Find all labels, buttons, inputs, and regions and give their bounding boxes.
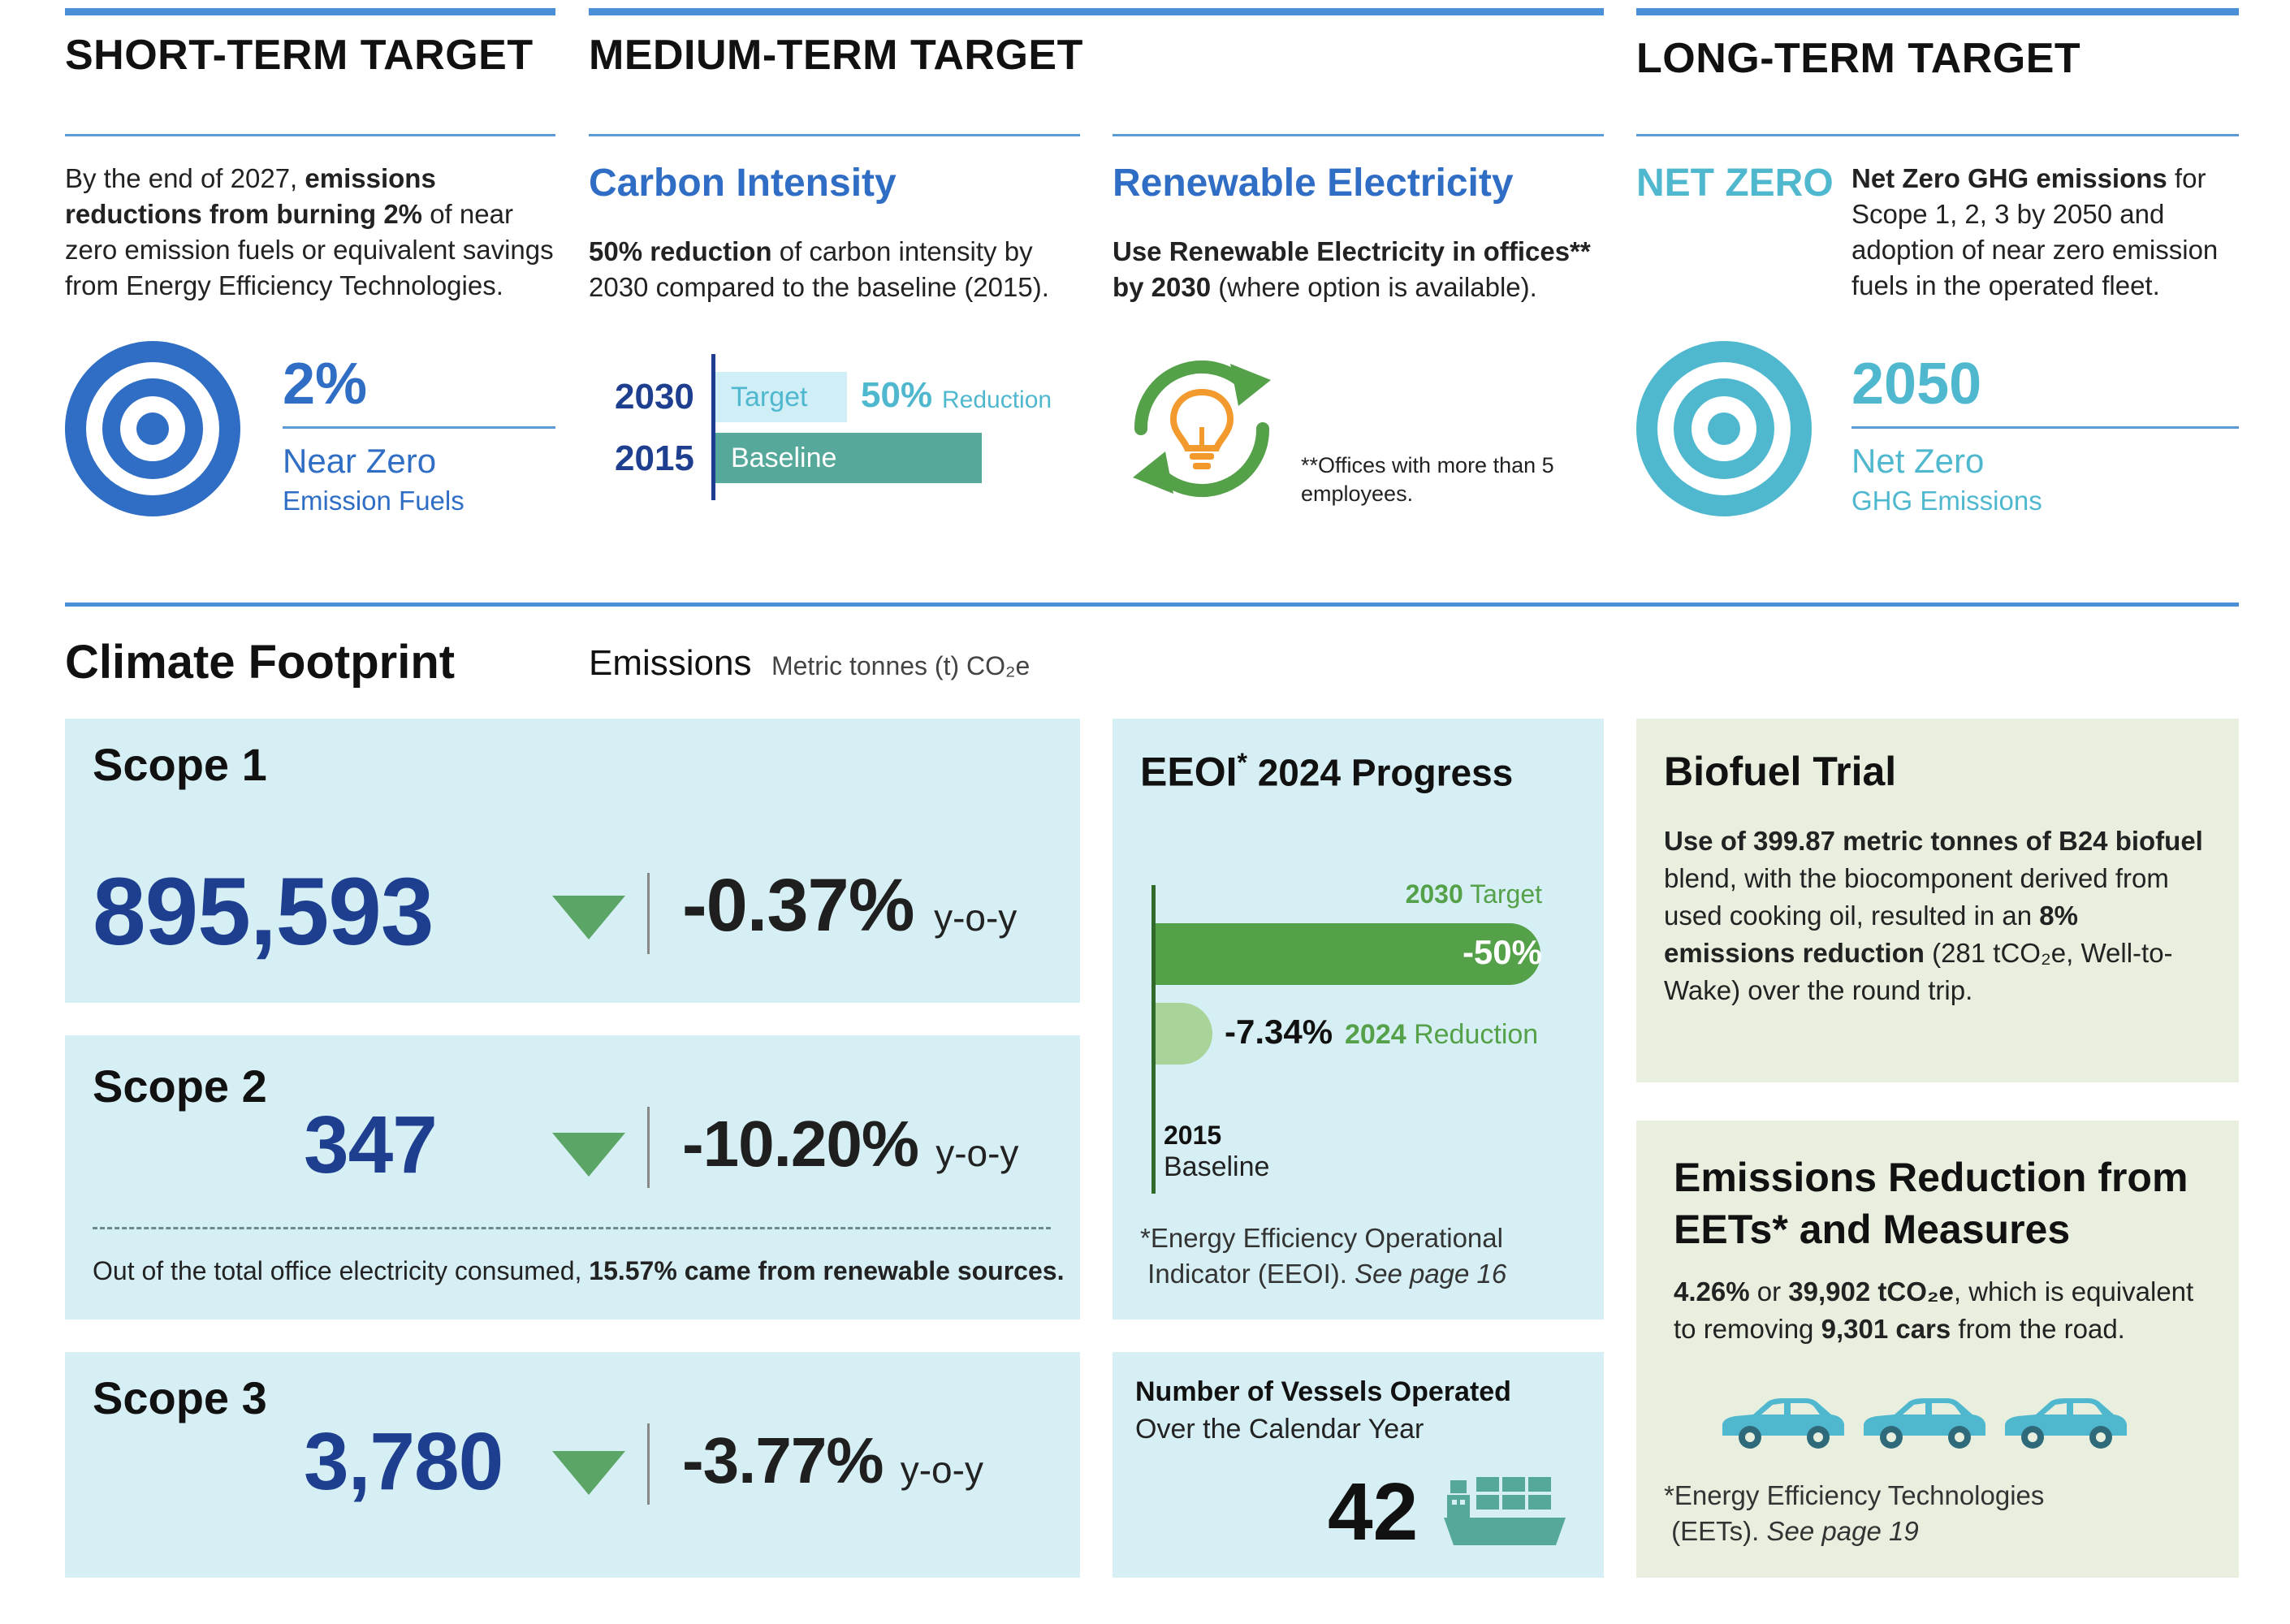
eeoi-target-label: 2030 Target <box>1405 879 1542 909</box>
renewable-footnote: **Offices with more than 5 employees. <box>1301 453 1554 506</box>
scope-2-separator <box>647 1107 650 1188</box>
medium-term-header: MEDIUM-TERM TARGET <box>589 32 1083 79</box>
carbon-year-base: 2015 <box>615 438 694 478</box>
long-term-label: Net Zero <box>1851 442 1985 480</box>
biofuel-text: Use of 399.87 metric tonnes of B24 biofu… <box>1664 826 2203 1005</box>
eeoi-target-value: -50% <box>1462 933 1542 971</box>
scope-1-separator <box>647 873 650 954</box>
biofuel-panel: Biofuel Trial Use of 399.87 metric tonne… <box>1636 719 2239 1082</box>
eeoi-achieved-bar <box>1156 1003 1212 1065</box>
renewable-title: Renewable Electricity <box>1113 162 1514 205</box>
biofuel-title: Biofuel Trial <box>1664 749 1897 794</box>
eeoi-title: EEOI* 2024 Progress <box>1140 748 1514 795</box>
down-triangle-icon <box>552 1133 625 1177</box>
vessels-subtitle: Over the Calendar Year <box>1135 1414 1424 1445</box>
short-term-header: SHORT-TERM TARGET <box>65 32 534 79</box>
eeoi-baseline-label: Baseline <box>1164 1151 1270 1182</box>
short-term-value-divider <box>283 426 555 429</box>
car-icon <box>1722 1398 1844 1449</box>
carbon-divider <box>589 134 1080 136</box>
long-term-value: 2050 <box>1851 352 1982 417</box>
carbon-baseline-label: Baseline <box>731 443 837 473</box>
short-term-text: By the end of 2027, emissions reductions… <box>65 163 554 300</box>
scope-1-change: -0.37% y-o-y <box>682 864 1018 947</box>
scope-1-value: 895,593 <box>93 858 434 965</box>
short-term-top-rule <box>65 8 555 15</box>
net-zero-title: NET ZERO <box>1636 162 1834 205</box>
scope-3-separator <box>647 1423 650 1505</box>
renewable-divider <box>1113 134 1604 136</box>
carbon-reduction-label: Reduction <box>942 387 1052 413</box>
renewable-lightbulb-icon <box>1133 360 1271 498</box>
scope-2-value: 347 <box>304 1099 438 1190</box>
scope-3-value: 3,780 <box>304 1416 503 1507</box>
climate-footprint-title: Climate Footprint <box>65 636 456 689</box>
long-term-value-divider <box>1851 426 2239 429</box>
car-icon <box>1864 1398 1985 1449</box>
carbon-target-bar <box>715 372 847 422</box>
car-icon <box>2005 1398 2127 1449</box>
scope-1-title: Scope 1 <box>93 739 267 790</box>
vessels-value: 42 <box>1328 1466 1419 1557</box>
carbon-year-target: 2030 <box>615 377 694 417</box>
eets-footnote: *Energy Efficiency Technologies (EETs). … <box>1664 1480 2045 1546</box>
eeoi-axis <box>1151 885 1156 1194</box>
scope-2-panel: Scope 2 347 -10.20% y-o-y Out of the tot… <box>65 1035 1080 1320</box>
eeoi-baseline-year: 2015 <box>1164 1121 1222 1150</box>
climate-section-rule <box>65 603 2239 607</box>
scope-2-dashed-divider <box>93 1227 1051 1229</box>
scope-2-note: Out of the total office electricity cons… <box>93 1256 1065 1285</box>
emissions-heading: Emissions Metric tonnes (t) CO₂e <box>589 643 1030 683</box>
target-icon-teal <box>1636 341 1812 516</box>
vessels-panel: Number of Vessels Operated Over the Cale… <box>1113 1352 1604 1578</box>
scope-2-title: Scope 2 <box>93 1060 267 1112</box>
eets-text: 4.26% or 39,902 tCO₂e, which is equivale… <box>1674 1276 2194 1344</box>
carbon-baseline-bar <box>715 433 982 483</box>
long-term-sublabel: GHG Emissions <box>1851 486 2042 516</box>
long-term-top-rule <box>1636 8 2239 15</box>
eeoi-reduction-value: -7.34% <box>1225 1013 1333 1051</box>
long-term-divider <box>1636 134 2239 136</box>
scope-3-panel: Scope 3 3,780 -3.77% y-o-y <box>65 1352 1080 1578</box>
vessels-title: Number of Vessels Operated <box>1135 1376 1511 1407</box>
carbon-intensity-text: 50% reduction of carbon intensity by 203… <box>589 236 1049 302</box>
renewable-text: Use Renewable Electricity in offices** b… <box>1113 236 1591 302</box>
cargo-ship-icon <box>1444 1477 1566 1545</box>
short-term-sublabel: Emission Fuels <box>283 486 464 516</box>
carbon-reduction-value: 50% <box>861 375 933 415</box>
eeoi-panel: EEOI* 2024 Progress 2030 Target -50% -7.… <box>1113 719 1604 1320</box>
scope-2-change: -10.20% y-o-y <box>682 1108 1019 1180</box>
carbon-target-label: Target <box>731 382 808 412</box>
scope-3-title: Scope 3 <box>93 1372 267 1423</box>
target-icon <box>65 341 240 516</box>
long-term-text: Net Zero GHG emissions for Scope 1, 2, 3… <box>1851 163 2219 300</box>
medium-term-top-rule <box>589 8 1604 15</box>
scope-3-change: -3.77% y-o-y <box>682 1424 983 1497</box>
short-term-divider <box>65 134 555 136</box>
eets-panel: Emissions Reduction from EETs* and Measu… <box>1636 1121 2239 1578</box>
short-term-label: Near Zero <box>283 442 437 480</box>
carbon-axis <box>711 354 715 500</box>
long-term-header: LONG-TERM TARGET <box>1636 35 2081 82</box>
carbon-intensity-title: Carbon Intensity <box>589 162 897 205</box>
short-term-value: 2% <box>283 352 368 417</box>
eets-title: Emissions Reduction from EETs* and Measu… <box>1674 1155 2188 1252</box>
down-triangle-icon <box>552 896 625 939</box>
scope-1-panel: Scope 1 895,593 -0.37% y-o-y <box>65 719 1080 1003</box>
down-triangle-icon <box>552 1451 625 1495</box>
eeoi-footnote: *Energy Efficiency Operational Indicator… <box>1140 1223 1507 1289</box>
eeoi-reduction-label: 2024 Reduction <box>1345 1019 1539 1050</box>
eeoi-target-bar <box>1156 923 1540 985</box>
